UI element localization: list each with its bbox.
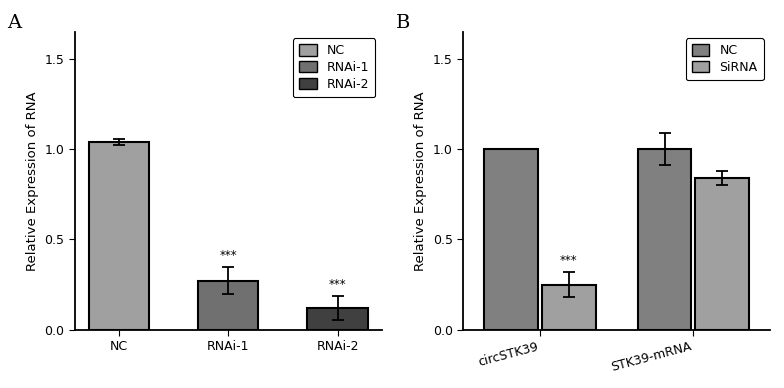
Bar [89,142,149,330]
Bar [637,149,691,330]
Bar [307,308,368,330]
Legend: NC, SiRNA: NC, SiRNA [686,38,764,80]
Bar [695,178,749,330]
Y-axis label: Relative Expression of RNA: Relative Expression of RNA [414,91,427,270]
Legend: NC, RNAi-1, RNAi-2: NC, RNAi-1, RNAi-2 [293,38,376,97]
Text: ***: *** [328,278,347,291]
Bar [485,149,538,330]
Y-axis label: Relative Expression of RNA: Relative Expression of RNA [26,91,38,270]
Text: ***: *** [560,253,578,267]
Bar [198,281,258,330]
Text: ***: *** [220,249,237,262]
Text: A: A [7,14,21,32]
Text: B: B [396,14,410,32]
Bar [542,284,596,330]
